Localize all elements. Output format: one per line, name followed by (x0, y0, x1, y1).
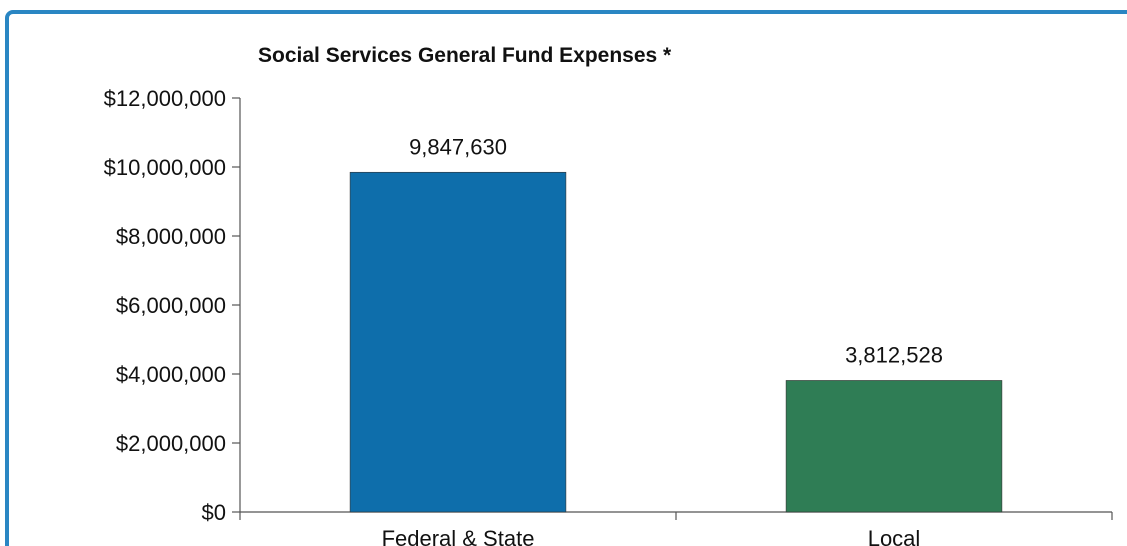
x-tick-label: Local (868, 526, 921, 546)
chart-title: Social Services General Fund Expenses * (258, 44, 672, 67)
data-label: 3,812,528 (845, 342, 943, 367)
x-axis (239, 511, 1113, 520)
y-tick-label: $4,000,000 (116, 362, 226, 387)
data-label: 9,847,630 (409, 134, 507, 159)
x-tick-labels: Federal & State Local (382, 526, 921, 546)
data-labels: 9,847,630 3,812,528 (409, 134, 943, 367)
y-tick-label: $6,000,000 (116, 293, 226, 318)
y-axis: $0 $2,000,000 $4,000,000 $6,000,000 $8,000,0… (104, 86, 241, 525)
bar (349, 171, 567, 513)
y-tick-label: $2,000,000 (116, 431, 226, 456)
y-tick-label: $8,000,000 (116, 224, 226, 249)
y-tick-label: $12,000,000 (104, 86, 226, 111)
chart-border (5, 10, 1127, 546)
x-tick-label: Federal & State (382, 526, 535, 546)
bars (349, 171, 1003, 513)
y-tick-label: $0 (202, 500, 226, 525)
bar (785, 380, 1003, 513)
y-tick-label: $10,000,000 (104, 155, 226, 180)
